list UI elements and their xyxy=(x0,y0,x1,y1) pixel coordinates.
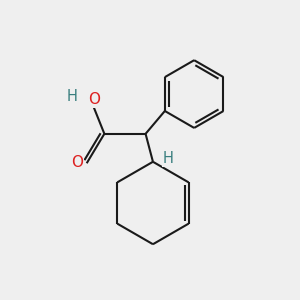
Text: H: H xyxy=(163,151,174,166)
Text: O: O xyxy=(71,155,83,170)
Text: O: O xyxy=(88,92,100,106)
Text: H: H xyxy=(67,89,77,104)
